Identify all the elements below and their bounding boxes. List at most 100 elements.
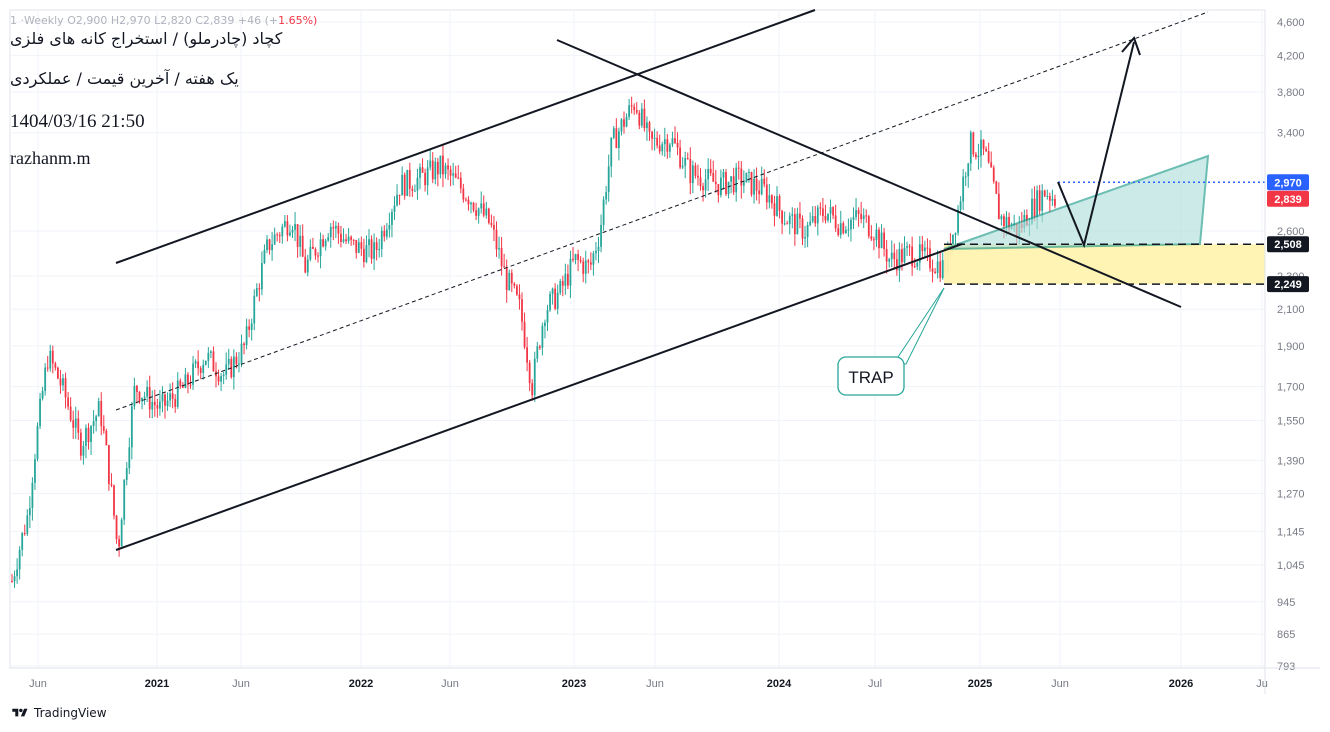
candle <box>337 222 340 244</box>
candle <box>470 201 472 214</box>
candle <box>403 172 406 200</box>
candle <box>64 372 67 409</box>
candle <box>867 214 870 239</box>
candle <box>421 158 424 173</box>
time-tick-label: Jun <box>232 678 250 690</box>
candle <box>283 215 286 228</box>
candle <box>77 410 80 440</box>
price-tick-label: 945 <box>1277 597 1295 609</box>
time-tick-label: 2023 <box>562 678 586 690</box>
candle <box>11 573 13 583</box>
price-axis[interactable]: 793 865 945 1,045 1,145 1,270 1,390 1,550 1,700 1… <box>1264 10 1309 694</box>
candle <box>883 227 885 257</box>
candle <box>640 103 643 128</box>
candle <box>806 221 809 248</box>
candle <box>546 304 549 332</box>
candle <box>969 130 972 171</box>
tradingview-brand[interactable]: TradingView <box>10 706 107 720</box>
candle <box>1043 189 1046 198</box>
candle <box>159 389 161 416</box>
candle <box>816 204 819 236</box>
candle <box>689 147 692 195</box>
candle <box>630 96 633 114</box>
candle <box>709 159 712 177</box>
candle <box>416 168 419 200</box>
descending-trendline <box>556 39 1182 308</box>
candle <box>898 242 901 282</box>
chart-drawings <box>115 9 1265 551</box>
candle <box>281 223 284 244</box>
candle <box>493 216 495 242</box>
candle <box>788 212 791 235</box>
candle <box>261 251 263 296</box>
candle <box>340 225 342 248</box>
projection-path <box>1057 41 1135 249</box>
candle <box>156 398 159 418</box>
candle <box>765 177 768 210</box>
candle <box>584 250 587 284</box>
candle <box>671 131 674 148</box>
candle <box>187 372 189 394</box>
candle <box>161 386 164 413</box>
candle <box>602 196 605 231</box>
candle <box>844 226 847 234</box>
candle <box>21 532 24 557</box>
price-tick-label: 1,145 <box>1277 526 1305 538</box>
candle <box>46 355 49 372</box>
time-axis[interactable]: Jun 2021 Jun 2022 Jun 2023 Jun 2024 Jul 2025 Jun 20… <box>10 667 1320 690</box>
candle <box>1000 214 1003 226</box>
candle <box>16 558 18 584</box>
candle <box>824 204 827 224</box>
candle <box>702 182 704 202</box>
candle <box>459 172 462 194</box>
candle <box>189 375 192 389</box>
candle <box>97 397 100 417</box>
candle <box>587 258 590 274</box>
candle <box>635 102 638 115</box>
candle <box>957 205 959 236</box>
candle <box>541 322 544 356</box>
candle <box>72 410 75 439</box>
candle <box>485 201 488 219</box>
candle <box>113 484 115 520</box>
time-tick-label: 2022 <box>349 678 373 690</box>
candle <box>740 161 743 199</box>
candle <box>215 362 217 388</box>
candle <box>990 151 993 168</box>
candle <box>712 160 715 182</box>
candle <box>822 197 824 223</box>
candle <box>306 254 309 277</box>
candle <box>638 109 641 130</box>
candle <box>243 341 245 355</box>
candle <box>732 167 735 196</box>
candle <box>317 252 319 263</box>
trap-callout: TRAP <box>837 287 945 396</box>
candle <box>95 414 98 432</box>
candle <box>503 253 506 268</box>
candle <box>681 157 684 169</box>
candle <box>758 180 761 204</box>
candle <box>380 226 383 258</box>
candle <box>661 141 664 156</box>
price-label-level: 2,249 <box>1267 276 1309 293</box>
candle <box>465 197 467 202</box>
candle <box>467 196 470 211</box>
price-label-level: 2,508 <box>1267 236 1309 253</box>
candle <box>745 172 748 183</box>
candle <box>572 247 574 263</box>
candle <box>454 165 457 179</box>
ohlc-change: 1.65%) <box>278 14 318 27</box>
candle <box>69 397 72 423</box>
candle <box>832 206 834 219</box>
candle <box>893 243 896 270</box>
candle-series <box>11 96 1056 588</box>
candle <box>776 186 778 217</box>
time-tick-label: 2024 <box>767 678 792 690</box>
candle <box>760 166 763 196</box>
candle <box>962 169 965 211</box>
candle <box>725 169 727 197</box>
candle <box>763 169 766 188</box>
candle <box>447 158 449 180</box>
candle <box>475 202 477 221</box>
